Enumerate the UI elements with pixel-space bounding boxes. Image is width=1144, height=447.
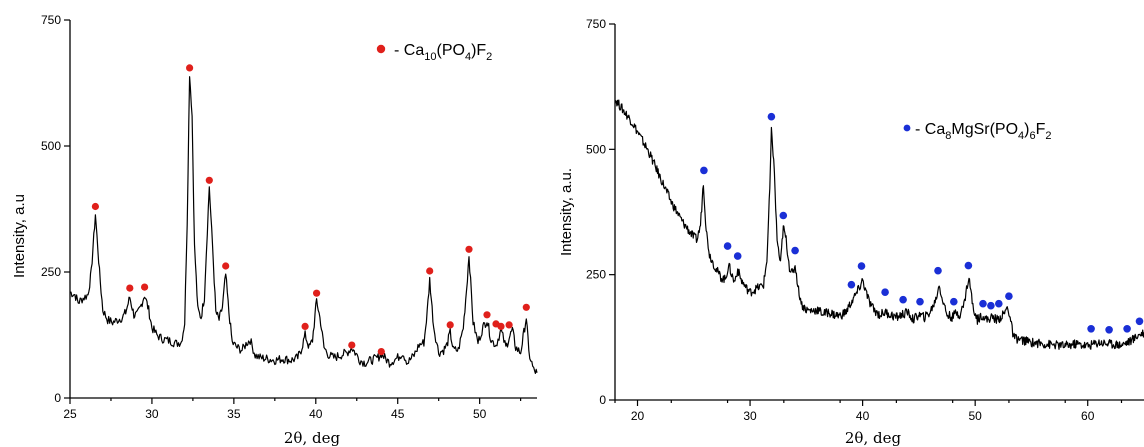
y-tick-label: 0 (599, 393, 606, 407)
legend-right: - Ca8MgSr(PO4)6F2 (903, 121, 1052, 142)
peak-marker (723, 242, 732, 250)
peak-marker (301, 322, 309, 330)
y-tick-label: 250 (41, 265, 61, 279)
peak-marker (483, 311, 491, 319)
peak-marker (700, 166, 708, 175)
peak-marker (505, 321, 513, 329)
x-tick-label: 25 (63, 407, 77, 421)
peak-marker (522, 303, 530, 311)
peak-markers-left (91, 64, 530, 356)
peak-marker (1087, 325, 1095, 333)
chart-right: 0 250 500 750 20 30 40 50 60 Intensity, a.u. 2θ,… (558, 17, 1144, 447)
x-tick-label: 40 (309, 407, 323, 421)
peak-marker (348, 341, 356, 349)
peak-marker (186, 64, 194, 72)
peak-marker (205, 176, 213, 184)
x-tick-label: 20 (631, 409, 645, 423)
peak-marker (222, 262, 230, 270)
peak-marker (857, 262, 866, 270)
peak-marker (779, 211, 788, 220)
peak-marker (791, 246, 799, 255)
peak-marker (881, 288, 889, 297)
peak-marker (899, 295, 907, 304)
peak-marker (979, 299, 987, 308)
x-tick-label: 30 (145, 407, 159, 421)
legend-marker-right (903, 124, 911, 132)
x-tick-label: 35 (227, 407, 241, 421)
chart-left: 0 250 500 750 25 30 35 40 45 50 Intensity, a.u 2θ… (11, 13, 538, 447)
legend-left: - Ca10(PO4)F2 (376, 42, 492, 63)
peak-marker (964, 261, 973, 270)
peak-marker (497, 322, 505, 330)
peak-marker (934, 266, 942, 275)
peak-markers-right (700, 112, 1144, 334)
peak-marker (767, 112, 776, 121)
y-tick-label: 750 (586, 17, 606, 31)
peak-marker (141, 283, 149, 291)
peak-marker (1135, 317, 1144, 326)
y-tick-label: 500 (41, 139, 61, 153)
x-tick-label: 30 (743, 409, 757, 423)
ticks-left: 0 250 500 750 25 30 35 40 45 50 (41, 13, 522, 421)
xrd-trace-right (614, 99, 1144, 350)
xrd-trace-left (69, 76, 538, 374)
axes-left (69, 20, 537, 399)
peak-marker (446, 321, 454, 329)
x-tick-label: 45 (391, 407, 405, 421)
x-axis-title-left: 2θ, deg (284, 429, 341, 447)
peak-marker (916, 297, 924, 306)
y-axis-title-left: Intensity, a.u (11, 194, 28, 278)
peak-marker (987, 301, 995, 310)
peak-marker (995, 299, 1003, 308)
x-tick-label: 50 (473, 407, 487, 421)
peak-marker (1105, 326, 1113, 334)
peak-marker (313, 289, 321, 297)
legend-label-right: - Ca8MgSr(PO4)6F2 (915, 121, 1052, 142)
x-tick-label: 60 (1081, 409, 1095, 423)
axes-right (614, 24, 1144, 401)
x-tick-label: 50 (968, 409, 982, 423)
y-tick-label: 750 (41, 13, 61, 27)
peak-marker (465, 245, 473, 253)
x-tick-label: 40 (856, 409, 870, 423)
peak-marker (847, 280, 856, 289)
y-tick-label: 500 (586, 142, 606, 156)
y-tick-label: 250 (586, 268, 606, 282)
legend-label-left: - Ca10(PO4)F2 (394, 42, 492, 63)
peak-marker (377, 348, 385, 356)
x-axis-title-right: 2θ, deg (845, 429, 902, 447)
peak-marker (426, 267, 434, 275)
peak-marker (126, 284, 134, 292)
peak-marker (733, 252, 742, 260)
peak-marker (1005, 292, 1013, 301)
y-axis-title-right: Intensity, a.u. (558, 168, 575, 256)
peak-marker (91, 202, 99, 211)
peak-marker (950, 297, 958, 306)
peak-marker (1123, 325, 1131, 333)
ticks-right: 0 250 500 750 20 30 40 50 60 (586, 17, 1123, 423)
legend-marker-left (376, 44, 386, 54)
y-tick-label: 0 (54, 391, 61, 405)
